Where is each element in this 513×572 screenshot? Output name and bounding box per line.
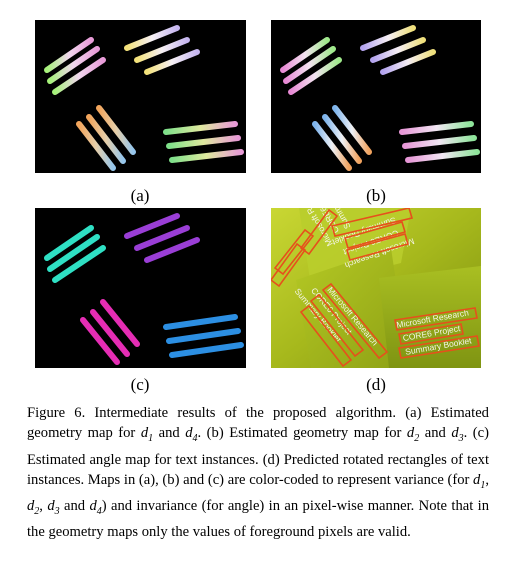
bbox-topleft-1 — [299, 208, 339, 256]
bbox-left-1 — [321, 282, 389, 360]
booklet-right — [379, 266, 481, 368]
caption-figure-number: Figure 6. — [27, 405, 86, 421]
panel-background — [35, 208, 246, 368]
bbox-right-3 — [398, 335, 480, 359]
bbox-top-2 — [343, 221, 407, 249]
bbox-right-2 — [398, 323, 464, 345]
panel-b-geometry-map — [271, 20, 481, 173]
bbox-left-3 — [299, 304, 353, 368]
bbox-left-2 — [309, 293, 365, 358]
panel-c-label: (c) — [130, 375, 150, 394]
caption-text: Figure 6. Intermediate results of the pr… — [27, 403, 489, 543]
panel-c-angle-map — [35, 208, 246, 368]
panel-b-label: (b) — [366, 186, 386, 205]
bbox-top-1 — [330, 208, 414, 237]
bbox-topleft-3 — [271, 242, 307, 288]
bbox-right-1 — [394, 307, 478, 331]
bbox-topleft-2 — [273, 228, 315, 276]
panel-d-predicted-rectangles: Microsoft Research CORE6 Project Summary… — [271, 208, 481, 368]
figure-caption: Figure 6. Intermediate results of the pr… — [27, 403, 489, 543]
panel-a-geometry-map — [35, 20, 246, 173]
panel-a-label: (a) — [130, 186, 150, 205]
caption-body: Intermediate results of the proposed alg… — [27, 405, 490, 541]
bbox-top-3 — [345, 233, 410, 261]
panel-d-label: (d) — [366, 375, 386, 394]
